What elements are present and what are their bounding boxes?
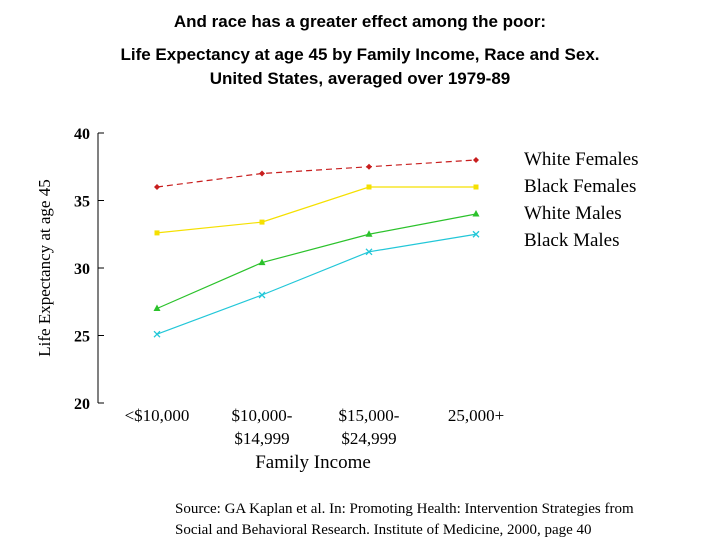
chart-subtitle-line2: United States, averaged over 1979-89 (209, 69, 511, 88)
data-point (366, 184, 372, 190)
y-tick-label: 25 (74, 329, 90, 346)
x-tick-label: 25,000+ (448, 406, 504, 425)
y-axis-label: Life Expectancy at age 45 (35, 179, 54, 356)
x-tick-label: $10,000- (232, 406, 293, 425)
x-tick-label: <$10,000 (125, 406, 190, 425)
series-line (156, 186, 476, 234)
data-point (365, 230, 373, 237)
y-tick-label: 20 (74, 396, 90, 413)
series-line (156, 213, 477, 310)
legend-item: Black Females (524, 176, 637, 197)
x-tick-label: $24,999 (341, 429, 396, 448)
y-tick-label: 40 (74, 126, 90, 143)
x-axis-label: Family Income (255, 452, 371, 473)
chart-title: And race has a greater effect among the … (173, 12, 547, 31)
y-tick-label: 35 (74, 194, 90, 211)
data-point (473, 184, 479, 190)
data-point (154, 230, 160, 236)
data-point (365, 248, 373, 256)
data-point (366, 163, 372, 170)
legend: White Females Black Females White Males Bla… (524, 146, 639, 254)
data-point (153, 304, 161, 311)
series-line (156, 233, 477, 335)
y-tick-label: 30 (74, 261, 90, 278)
legend-item: Black Males (524, 230, 620, 251)
legend-item: White Males (524, 203, 622, 224)
data-point (472, 230, 480, 238)
data-point (258, 258, 266, 266)
legend-item: White Females (524, 149, 639, 170)
data-point (258, 291, 266, 299)
data-point (259, 219, 265, 225)
series-line (156, 159, 477, 188)
x-tick-label: $15,000- (339, 406, 400, 425)
x-tick-label: $14,999 (234, 429, 289, 448)
source-line2: Social and Behavioral Research. Institut… (175, 522, 592, 538)
data-point (473, 157, 479, 163)
source-line1: Source: GA Kaplan et al. In: Promoting H… (175, 501, 634, 517)
chart-subtitle-line1: Life Expectancy at age 45 by Family Inco… (120, 45, 600, 64)
data-point (153, 330, 161, 338)
source-note: Source: GA Kaplan et al. In: Promoting H… (175, 499, 634, 541)
data-point (154, 184, 160, 190)
data-point (472, 210, 480, 217)
data-point (259, 170, 265, 177)
